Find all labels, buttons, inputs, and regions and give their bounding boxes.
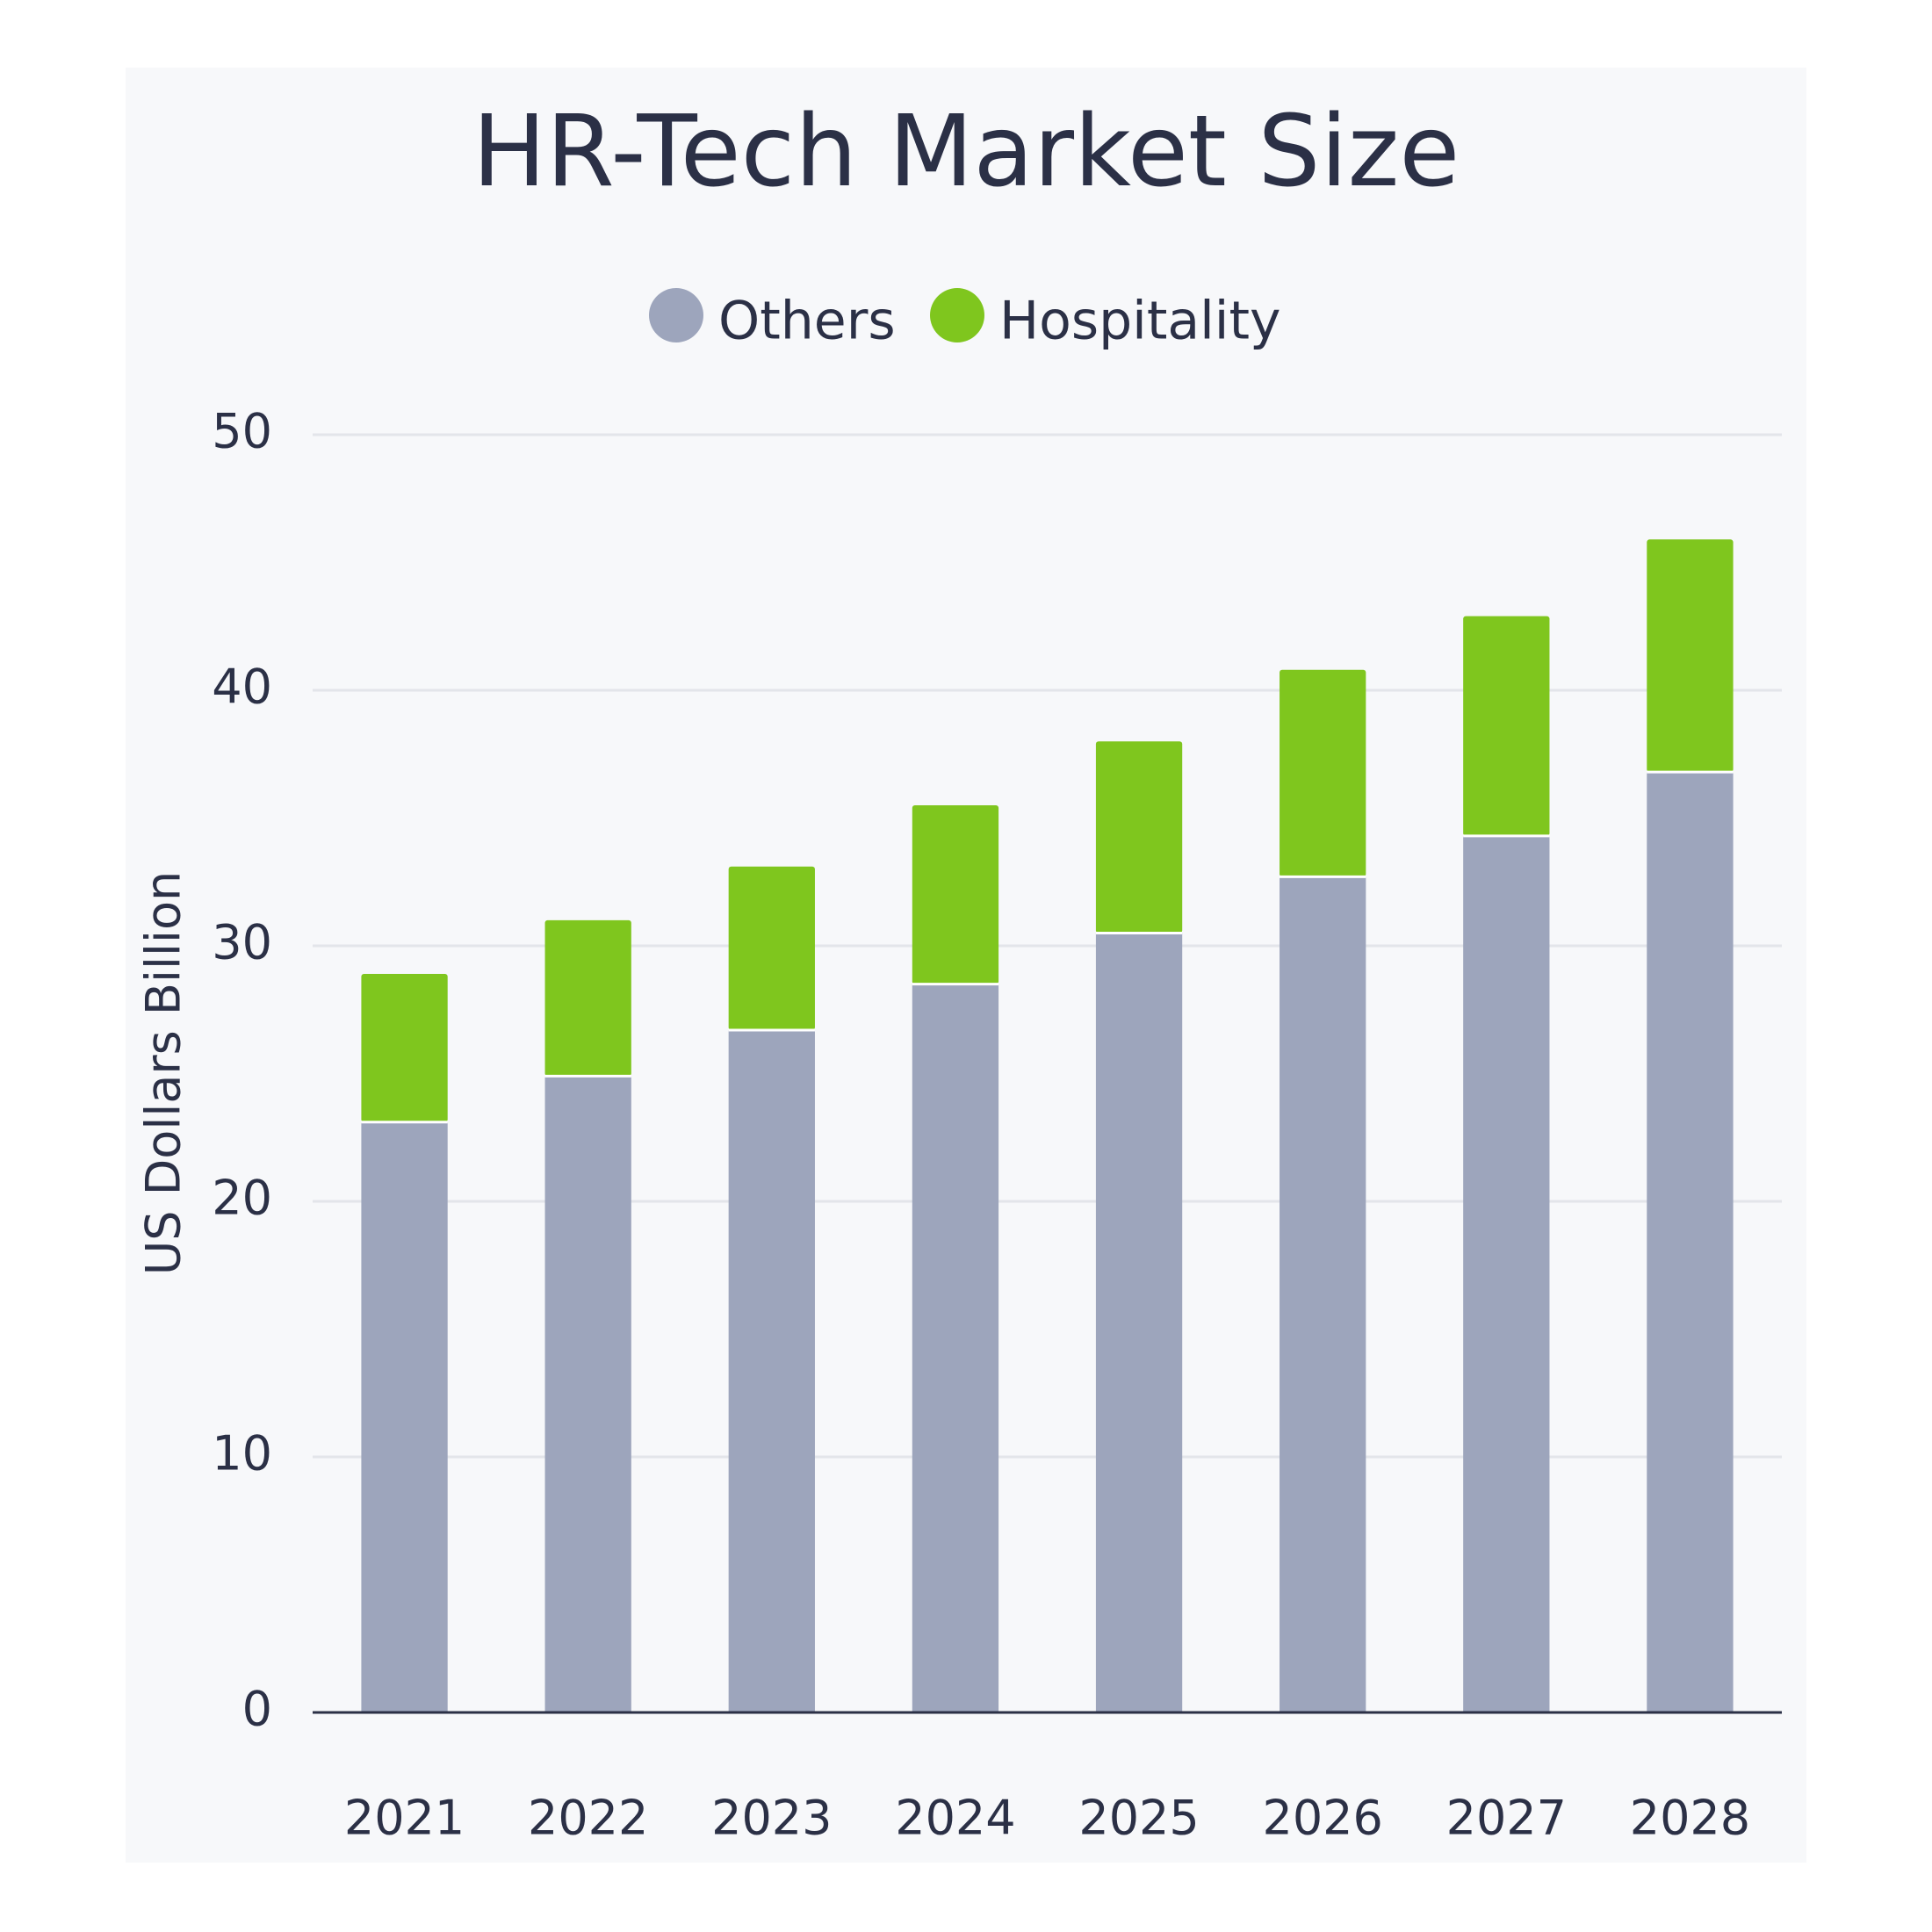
bar-segment <box>1463 616 1550 836</box>
x-tick-label: 2026 <box>1262 1791 1382 1846</box>
legend-label: Hospitality <box>999 291 1281 352</box>
legend: Others Hospitality <box>649 288 1281 352</box>
bar-segment <box>1463 835 1550 1712</box>
bar-segment <box>1280 876 1366 1712</box>
x-tick-label: 2027 <box>1446 1791 1567 1846</box>
y-tick-label: 0 <box>242 1682 272 1737</box>
bar-segment <box>544 1076 631 1712</box>
y-tick-label: 30 <box>212 915 272 970</box>
bar-segment <box>1095 741 1183 934</box>
y-tick-label: 40 <box>212 660 272 715</box>
x-tick-label: 2022 <box>528 1791 648 1846</box>
chart-title: HR-Tech Market Size <box>472 95 1460 209</box>
y-axis-title: US Dollars Billion <box>136 871 191 1276</box>
x-tick-label: 2024 <box>895 1791 1015 1846</box>
bar-segment <box>728 866 815 1031</box>
bar-segment <box>1647 539 1734 773</box>
bar-segment <box>1280 669 1366 877</box>
bar-segment <box>544 919 631 1077</box>
y-tick-label: 50 <box>212 404 272 459</box>
bar-segment <box>912 984 999 1712</box>
bar-segment <box>361 1121 448 1712</box>
bar-segment <box>1095 933 1183 1712</box>
y-tick-label: 10 <box>212 1426 272 1481</box>
bar-segment <box>361 974 448 1122</box>
x-tick-label: 2023 <box>711 1791 832 1846</box>
bar-segment <box>912 804 999 984</box>
y-tick-label: 20 <box>212 1171 272 1226</box>
x-tick-label: 2028 <box>1630 1791 1750 1846</box>
x-tick-label: 2021 <box>344 1791 465 1846</box>
legend-label: Others <box>718 291 896 352</box>
x-tick-label: 2025 <box>1078 1791 1199 1846</box>
bar-segment <box>1647 772 1734 1712</box>
legend-marker <box>649 288 703 342</box>
bar-segment <box>728 1030 815 1712</box>
legend-marker <box>930 288 984 342</box>
